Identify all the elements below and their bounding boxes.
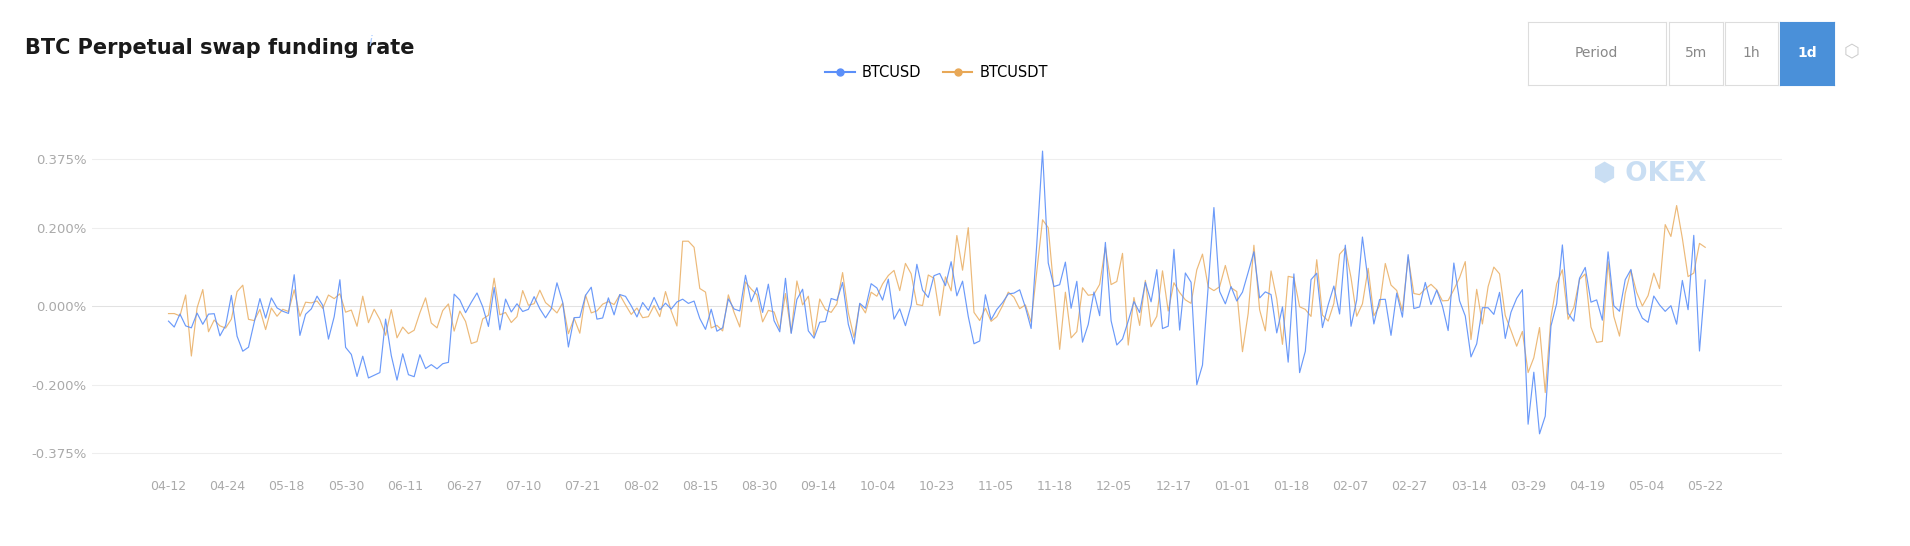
Legend: BTCUSD, BTCUSDT: BTCUSD, BTCUSDT <box>819 60 1054 86</box>
Text: 1d: 1d <box>1797 46 1816 60</box>
Text: BTC Perpetual swap funding rate: BTC Perpetual swap funding rate <box>25 38 414 58</box>
Text: Period: Period <box>1576 46 1618 60</box>
Text: ⬡: ⬡ <box>1843 43 1858 61</box>
Text: i: i <box>369 35 372 50</box>
Text: 1h: 1h <box>1742 46 1761 60</box>
Text: ⬢ OKEX: ⬢ OKEX <box>1593 161 1706 187</box>
Text: 5m: 5m <box>1685 46 1708 60</box>
